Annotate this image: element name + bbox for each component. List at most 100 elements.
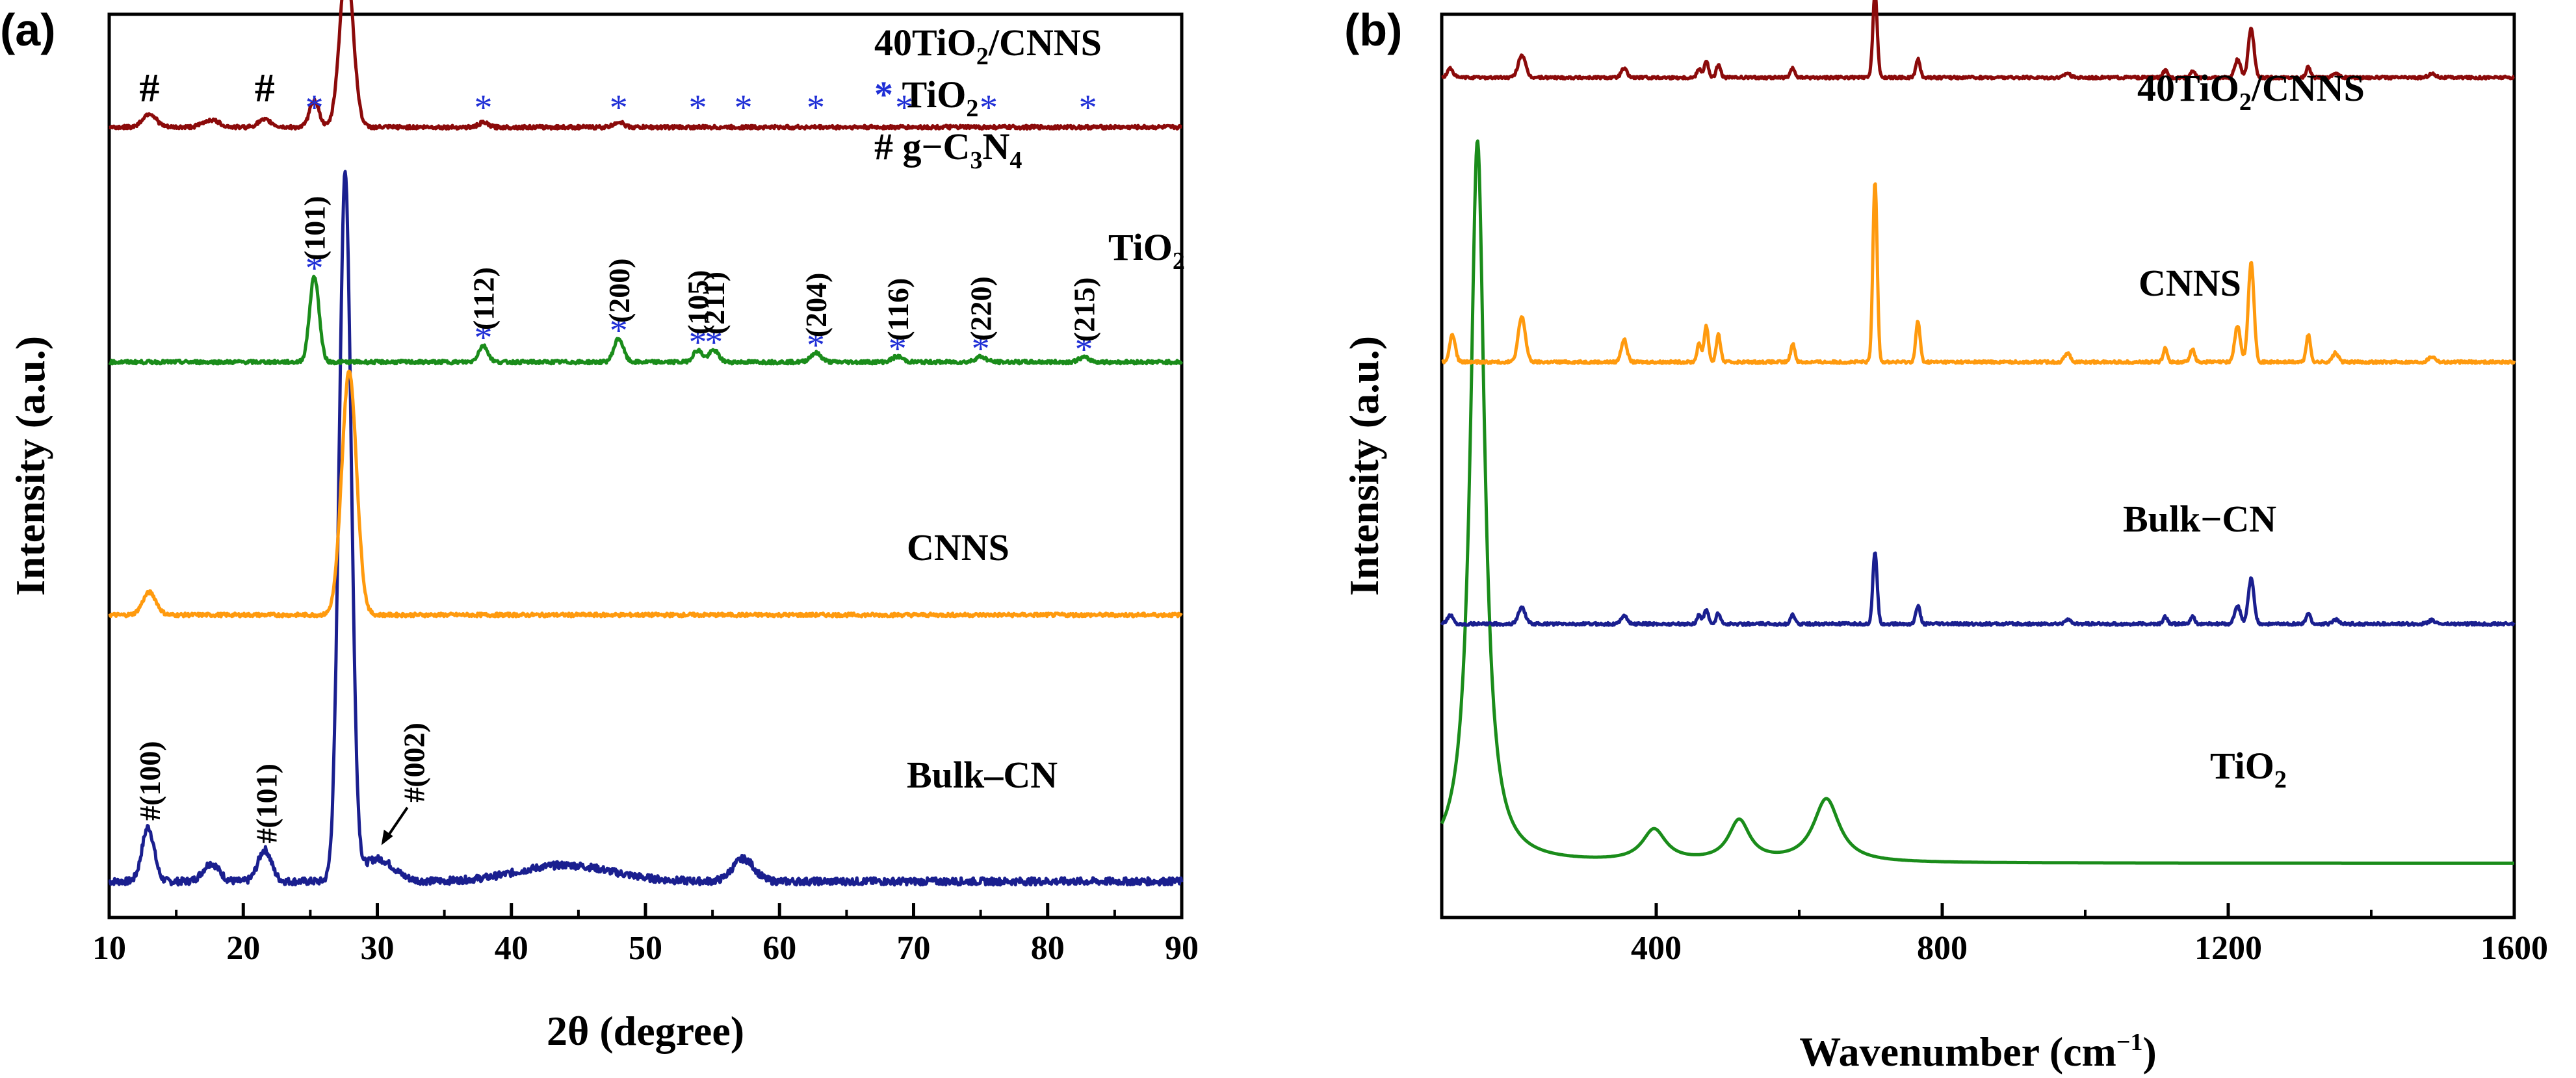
panel-b-label-tio2-main: TiO (2210, 745, 2274, 787)
x-tick-label: 30 (361, 930, 395, 967)
legend-composite-tail: /CNNS (988, 21, 1102, 64)
panel-b: (b) 400 800 1200 1600 Wavenumber (cm−1) Int… (1341, 0, 2548, 1075)
composite-star-icon: * (306, 88, 324, 128)
tio2-peak-star-icon: * (610, 311, 628, 351)
legend-tio2-sub: 2 (966, 95, 978, 122)
series-line-40tio2-cnns (1440, 0, 2516, 81)
legend-gcn-main: # g−C (874, 125, 970, 168)
tio2-peak-star-icon: * (807, 325, 825, 365)
series-line-cnns (1440, 182, 2516, 365)
bulk-hkl-label: #(100) (133, 741, 166, 821)
legend-composite-sub: 2 (976, 43, 989, 70)
panel-b-label-bulk: Bulk−CN (2123, 498, 2276, 540)
composite-star-icon: * (1079, 88, 1097, 128)
panel-a-label-tio2-sub: 2 (1173, 248, 1185, 275)
legend-star-icon: * (874, 73, 893, 116)
composite-hash-icon: # (255, 66, 275, 110)
x-tick-label: 10 (92, 930, 126, 967)
tio2-peak-star-icon: * (688, 322, 707, 363)
legend-gcn-sub2: 4 (1009, 147, 1022, 174)
panel-b-series (1440, 0, 2516, 865)
tio2-hkl-label: (215) (1067, 277, 1100, 342)
series-line-tio2 (108, 274, 1184, 366)
panel-b-xlabel-tail: ) (2143, 1029, 2157, 1075)
x-tick-label: 80 (1031, 930, 1065, 967)
composite-star-icon: * (980, 88, 998, 128)
x-tick-label: 70 (897, 930, 931, 967)
tio2-hkl-label: (211) (697, 272, 731, 335)
bulk-hkl-label: #(101) (250, 764, 283, 843)
series-line-cnns (108, 369, 1183, 619)
series-line-bulk-cn (108, 170, 1184, 887)
tio2-peak-star-icon: * (705, 322, 723, 363)
panel-a-xlabel: 2θ (degree) (547, 1008, 744, 1054)
x-tick-label: 1200 (2194, 930, 2262, 967)
series-line-40tio2-cnns (108, 0, 1183, 131)
tio2-peak-star-icon: * (1074, 329, 1093, 370)
x-tick-label: 800 (1917, 930, 1968, 967)
tio2-peak-star-icon: * (972, 329, 990, 369)
panel-a-label-cnns: CNNS (907, 526, 1009, 569)
panel-a-annotations: *(101)*(112)*(200)*(105)*(211)*(204)*(11… (133, 66, 1100, 845)
composite-hash-icon: # (139, 66, 159, 110)
composite-star-icon: * (688, 88, 707, 128)
panel-a-label-tio2-main: TiO (1108, 226, 1173, 268)
panel-b-xlabel-sup: −1 (2116, 1029, 2143, 1056)
panel-a-x-axis: 10 20 30 40 50 60 70 80 90 (92, 903, 1199, 967)
panel-b-frame (1440, 12, 2516, 919)
x-tick-label: 400 (1631, 930, 1682, 967)
panel-a-legend: 40TiO2/CNNS * TiO2 # g−C3N4 (874, 21, 1102, 174)
composite-star-icon: * (807, 88, 825, 128)
legend-composite-main: 40TiO (874, 21, 976, 64)
composite-star-icon: * (735, 88, 753, 128)
panel-b-label-composite-tail: /CNNS (2251, 67, 2365, 109)
panel-a-label: (a) (0, 5, 56, 55)
panel-a: (a) 10 20 30 40 50 60 70 80 90 *(101)*(112)*(200… (0, 0, 1199, 1054)
series-line-tio2 (1440, 139, 2516, 865)
tio2-hkl-label: (220) (965, 276, 998, 341)
panel-a-label-bulk: Bulk–CN (907, 754, 1058, 796)
x-tick-label: 90 (1165, 930, 1199, 967)
composite-star-icon: * (895, 88, 913, 128)
legend-gcn: # g−C3N4 (874, 125, 1022, 174)
tio2-hkl-label: (105) (681, 270, 714, 335)
panel-b-xlabel: Wavenumber (cm−1) (1799, 1029, 2157, 1075)
tio2-peak-star-icon: * (306, 248, 324, 289)
tio2-hkl-label: (116) (881, 278, 915, 341)
legend-gcn-sub1: 3 (970, 147, 982, 174)
x-tick-label: 20 (226, 930, 260, 967)
legend-tio2: * TiO2 (874, 73, 978, 122)
tio2-hkl-label: (200) (603, 258, 636, 323)
tio2-hkl-label: (101) (298, 196, 332, 261)
tio2-hkl-label: (204) (800, 273, 833, 338)
x-tick-label: 50 (629, 930, 662, 967)
x-tick-label: 1600 (2480, 930, 2548, 967)
x-tick-label: 60 (762, 930, 796, 967)
panel-b-label-composite: 40TiO2/CNNS (2137, 67, 2365, 116)
bulk-hkl-label: #(002) (398, 723, 431, 802)
legend-composite: 40TiO2/CNNS (874, 21, 1102, 70)
bulk-002-arrow-head (381, 829, 393, 845)
panel-a-ylabel: Intensity (a.u.) (7, 336, 53, 596)
composite-star-icon: * (610, 88, 628, 128)
panel-b-label: (b) (1344, 5, 1402, 55)
panel-a-series (108, 0, 1184, 887)
legend-gcn-mid: N (982, 125, 1009, 168)
tio2-hkl-label: (112) (467, 267, 500, 330)
panel-b-label-composite-sub: 2 (2239, 88, 2252, 116)
panel-b-label-tio2: TiO2 (2210, 745, 2287, 793)
tio2-peak-star-icon: * (474, 318, 492, 358)
x-tick-label: 40 (495, 930, 528, 967)
composite-star-icon: * (474, 88, 492, 128)
panel-b-label-tio2-sub: 2 (2274, 766, 2287, 793)
legend-tio2-main: TiO (893, 73, 966, 116)
tio2-peak-star-icon: * (889, 329, 907, 369)
series-line-bulk-cn (1440, 551, 2516, 627)
panel-b-ylabel: Intensity (a.u.) (1341, 336, 1387, 596)
panel-a-label-tio2: TiO2 (1108, 226, 1185, 275)
panel-b-x-axis: 400 800 1200 1600 (1631, 903, 2548, 967)
panel-b-xlabel-main: Wavenumber (cm (1799, 1029, 2116, 1075)
panel-b-label-cnns: CNNS (2139, 262, 2241, 304)
panel-b-label-composite-main: 40TiO (2137, 67, 2239, 109)
